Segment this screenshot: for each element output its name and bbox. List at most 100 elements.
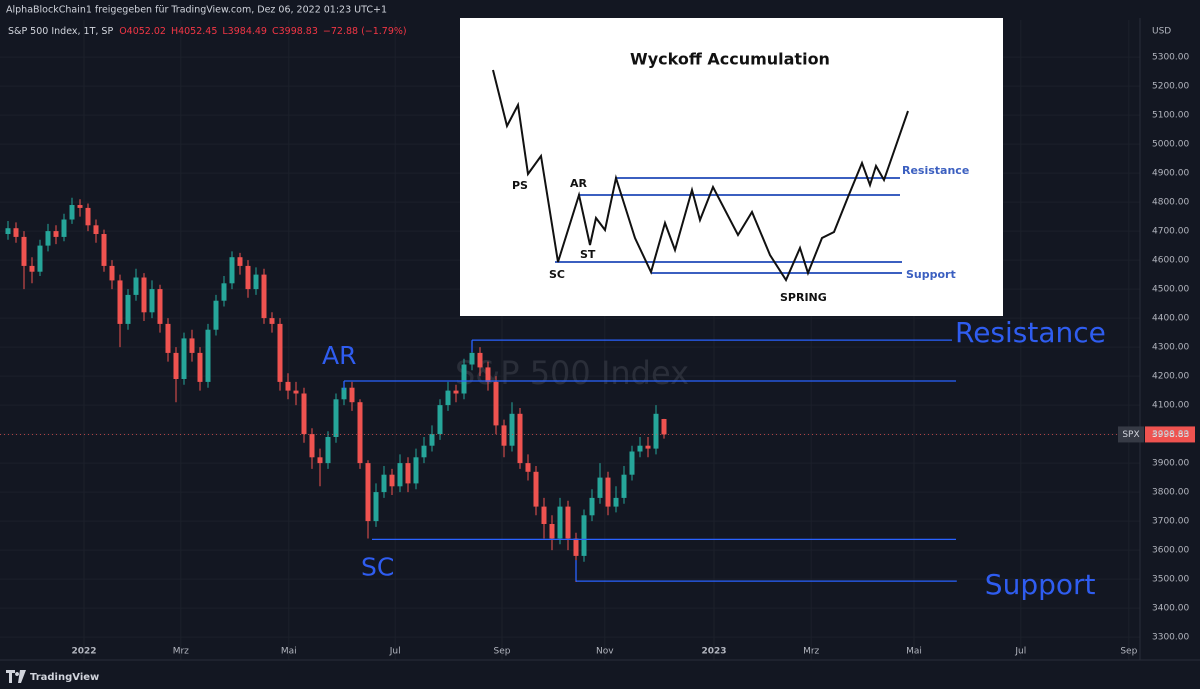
candle-body — [341, 387, 347, 400]
candle-body — [133, 277, 139, 295]
footer: TradingView — [0, 665, 1200, 689]
y-tick-label: 4800.00 — [1152, 198, 1189, 208]
inset-label: PS — [512, 179, 528, 192]
inset-label: SPRING — [780, 291, 827, 304]
candle-body — [293, 390, 299, 394]
y-tick-label: 4400.00 — [1152, 314, 1189, 324]
candle-body — [261, 274, 267, 319]
y-tick-label: 5200.00 — [1152, 82, 1189, 92]
candle-body — [461, 364, 467, 394]
x-tick-label: 2022 — [71, 647, 96, 657]
candle-body — [613, 497, 619, 507]
candle-body — [149, 289, 155, 313]
y-tick-label: 3800.00 — [1152, 488, 1189, 498]
candle-body — [437, 405, 443, 435]
x-tick-label: 2023 — [701, 647, 726, 657]
footer-brand: TradingView — [30, 672, 99, 683]
y-tick-label: 3700.00 — [1152, 517, 1189, 527]
candle-body — [37, 245, 43, 272]
candle-body — [509, 413, 515, 446]
candle-body — [85, 207, 91, 226]
y-tick-label: 3900.00 — [1152, 459, 1189, 469]
candle-body — [229, 257, 235, 284]
ohlc-close: C3998.83 — [272, 26, 318, 37]
price-tag: 3998.83 — [1152, 430, 1189, 440]
candle-body — [589, 497, 595, 516]
candle-body — [381, 474, 387, 493]
candle-body — [413, 457, 419, 484]
candle-body — [237, 257, 243, 266]
candle-body — [605, 477, 611, 507]
candle-body — [349, 387, 355, 403]
y-tick-label: 3500.00 — [1152, 575, 1189, 585]
level-label: Support — [985, 568, 1096, 601]
candle-body — [621, 474, 627, 498]
inset-label: Resistance — [902, 164, 969, 177]
y-tick-label: 3400.00 — [1152, 604, 1189, 614]
candle-body — [525, 463, 531, 472]
footer-logo — [6, 670, 26, 683]
candle-body — [565, 506, 571, 539]
candle-body — [285, 381, 291, 391]
candle-body — [573, 538, 579, 556]
symbol-tag: SPX — [1122, 430, 1139, 440]
candle-body — [45, 231, 51, 246]
candle-body — [277, 323, 283, 382]
candle-body — [501, 425, 507, 446]
candle-body — [333, 399, 339, 438]
candle-body — [101, 234, 107, 266]
candle-body — [221, 283, 227, 301]
candle-body — [93, 225, 99, 235]
y-tick-label: 4500.00 — [1152, 285, 1189, 295]
candle-body — [213, 300, 219, 330]
symbol-tag-box — [1118, 426, 1144, 443]
candle-body — [637, 445, 643, 452]
candle-body — [517, 413, 523, 464]
candle-body — [117, 280, 123, 324]
candle-body — [69, 205, 75, 220]
candle-body — [661, 419, 667, 435]
candle-body — [581, 515, 587, 556]
y-tick-label: 4700.00 — [1152, 227, 1189, 237]
ohlc-open: O4052.02 — [119, 26, 166, 37]
candle-body — [549, 523, 555, 539]
x-tick-label: Jul — [389, 647, 401, 657]
candle-body — [397, 463, 403, 487]
ohlc-low: L3984.49 — [222, 26, 267, 37]
candle-body — [389, 474, 395, 487]
shared-by: AlphaBlockChain1 freigegeben für Trading… — [6, 5, 387, 16]
level-label: Resistance — [955, 316, 1106, 349]
candle-body — [189, 338, 195, 353]
candle-body — [5, 228, 11, 235]
candle-body — [325, 437, 331, 464]
candle-body — [557, 506, 563, 539]
candle-body — [493, 381, 499, 426]
level-label: AR — [322, 341, 356, 370]
candle-body — [445, 390, 451, 406]
footer-bar — [0, 665, 1200, 689]
candle-body — [373, 492, 379, 522]
x-tick-label: Nov — [596, 647, 614, 657]
symbol: S&P 500 Index, 1T, SP — [8, 26, 113, 37]
candle-body — [405, 463, 411, 484]
candle-body — [429, 434, 435, 446]
candle-body — [141, 277, 147, 313]
y-tick-label: 4100.00 — [1152, 401, 1189, 411]
candle-body — [541, 506, 547, 524]
symbol-line: S&P 500 Index, 1T, SP O4052.02 H4052.45 L39… — [8, 26, 407, 37]
candle-body — [629, 451, 635, 475]
candle-body — [77, 205, 83, 208]
inset-label: ST — [580, 248, 596, 261]
candle-body — [533, 471, 539, 507]
candle-body — [365, 463, 371, 522]
inset-label: AR — [570, 177, 588, 190]
candle-body — [53, 231, 59, 237]
candle-body — [357, 402, 363, 464]
x-tick-label: Mrz — [173, 647, 189, 657]
inset-label: Support — [906, 268, 956, 281]
candle-body — [157, 289, 163, 324]
y-tick-label: 5100.00 — [1152, 111, 1189, 121]
candle-body — [317, 457, 323, 464]
x-tick-label: Sep — [1120, 647, 1137, 657]
